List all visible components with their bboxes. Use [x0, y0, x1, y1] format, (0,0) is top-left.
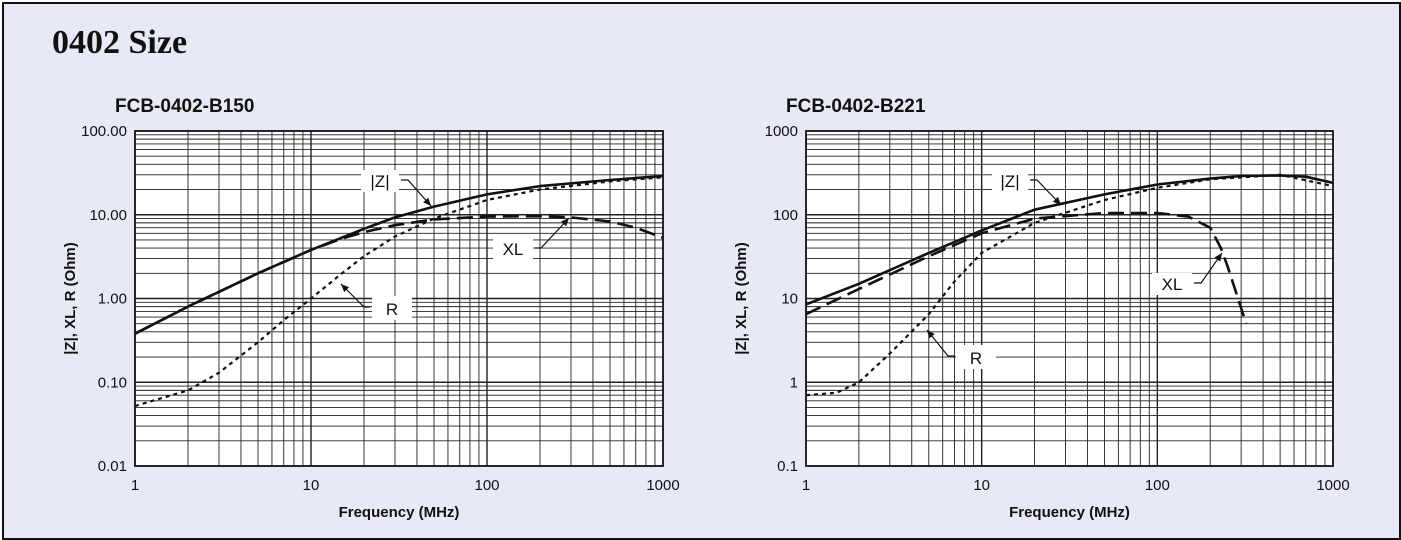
y-tick-label: 0.01: [98, 458, 127, 475]
plot-frame: [805, 130, 1334, 467]
callout-arrowhead: [561, 218, 569, 227]
series-line-1: [805, 174, 1334, 306]
callout-box: [372, 296, 412, 320]
series-line-3: [805, 173, 1334, 397]
callout-label: XL: [1162, 275, 1183, 294]
series-line-1: [134, 174, 664, 335]
series-line-2: [805, 211, 1248, 325]
callout-leader: [340, 283, 370, 308]
x-tick-label: 100: [474, 477, 499, 494]
callout-arrowhead: [927, 330, 935, 339]
grid: [806, 131, 1333, 466]
callout-leader: [926, 329, 954, 357]
callout-arrowhead: [1052, 196, 1061, 205]
x-axis-label: Frequency (MHz): [1009, 504, 1130, 521]
callout-box: [956, 345, 996, 369]
callout-3: R: [340, 283, 412, 320]
y-tick-label: 100: [773, 207, 798, 224]
x-tick-label: 10: [973, 477, 990, 494]
callout-3: R: [926, 329, 996, 369]
y-tick-label: 0.1: [777, 458, 798, 475]
x-tick-label: 1000: [1316, 477, 1349, 494]
y-tick-label: 1000: [765, 123, 798, 140]
y-tick-label: 1.00: [98, 291, 127, 308]
callout-leader: [535, 217, 570, 249]
x-tick-label: 1000: [646, 477, 679, 494]
callout-leader: [1030, 179, 1062, 206]
callout-label: R: [386, 300, 398, 319]
callout-box: [361, 170, 399, 192]
callout-1: |Z|: [992, 170, 1062, 206]
callout-label: R: [970, 349, 982, 368]
y-axis-label: |Z|, XL, R (Ohm): [733, 242, 750, 355]
x-axis-label: Frequency (MHz): [339, 504, 460, 521]
section-title: 0402 Size: [52, 24, 188, 61]
callout-arrowhead: [1214, 253, 1222, 262]
x-tick-label: 10: [303, 477, 320, 494]
callout-box: [493, 238, 533, 260]
chart-title: FCB-0402-B221: [786, 96, 926, 117]
x-tick-label: 1: [802, 477, 810, 494]
callout-2: XL: [1152, 252, 1223, 295]
y-axis-label: |Z|, XL, R (Ohm): [62, 242, 79, 355]
y-tick-label: 0.10: [98, 374, 127, 391]
y-tick-label: 10.00: [89, 207, 127, 224]
series-line-2: [134, 214, 664, 335]
callout-label: |Z|: [370, 172, 389, 191]
callout-label: |Z|: [1000, 172, 1019, 191]
chart-1: FCB-0402-B150 1 10 100 1000 0.01 0.10 1.00 10.00…: [62, 96, 680, 521]
callout-box: [1152, 273, 1192, 295]
series-line-3: [134, 176, 664, 408]
callout-leader: [1194, 252, 1223, 284]
callout-arrowhead: [423, 197, 431, 206]
callout-arrowhead: [341, 284, 350, 293]
x-tick-label: 1: [131, 477, 139, 494]
callout-1: |Z|: [361, 170, 432, 207]
x-tick-label: 100: [1145, 477, 1170, 494]
chart-title: FCB-0402-B150: [115, 96, 254, 117]
callout-label: XL: [503, 240, 524, 259]
y-tick-label: 100.00: [81, 123, 127, 140]
y-tick-label: 1: [790, 374, 798, 391]
y-tick-label: 10: [781, 291, 798, 308]
callout-2: XL: [493, 217, 570, 260]
plot-frame: [134, 130, 664, 467]
callout-box: [992, 170, 1028, 192]
callout-leader: [401, 179, 432, 207]
